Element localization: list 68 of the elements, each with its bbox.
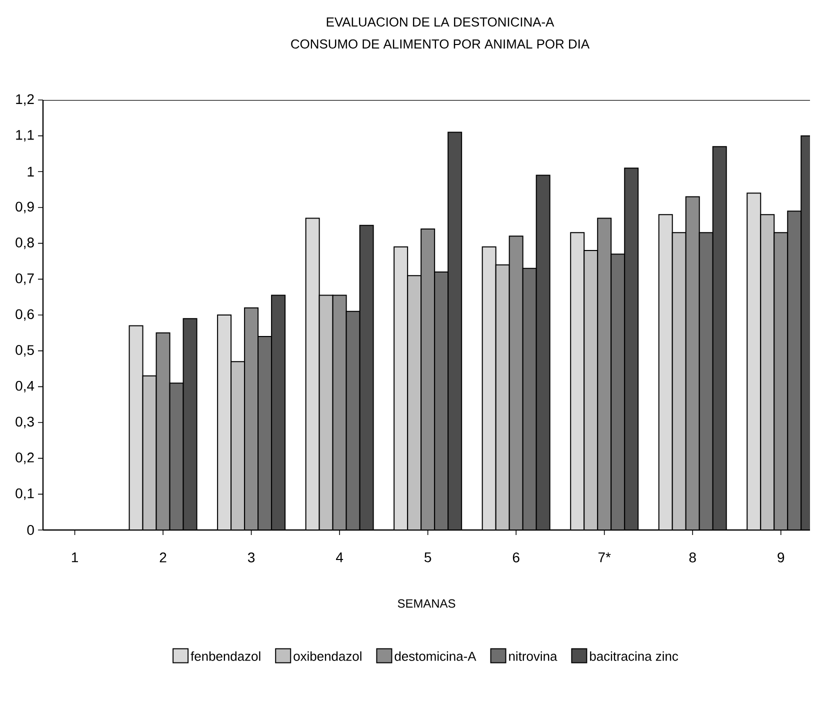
bar <box>448 132 462 530</box>
x-tick-label: 8 <box>689 552 696 562</box>
bar <box>536 174 550 530</box>
legend-label: bacitracina zinc <box>590 651 678 661</box>
x-tick-label: 7* <box>598 552 611 562</box>
y-tick-label: 0,9 <box>16 202 34 214</box>
y-tick-label: 0,1 <box>16 488 34 500</box>
y-tick-label: 0 <box>27 525 34 535</box>
y-tick-label: 0,6 <box>16 309 34 321</box>
y-tick-label: 1,2 <box>16 94 34 106</box>
bar <box>698 232 714 530</box>
bar <box>169 382 184 530</box>
y-tick-label: 1,1 <box>16 130 34 142</box>
bar <box>128 325 144 530</box>
bar <box>508 236 524 530</box>
x-axis-title: SEMANAS <box>398 599 456 608</box>
bar <box>597 218 612 530</box>
bar <box>746 192 762 530</box>
legend-label: fenbendazol <box>190 651 260 661</box>
bar <box>217 314 232 530</box>
bar <box>685 196 700 530</box>
bar <box>318 294 334 530</box>
x-tick-label: 4 <box>336 552 344 562</box>
bar <box>271 294 286 530</box>
bar <box>774 232 788 530</box>
y-tick-label: 0,7 <box>16 273 34 285</box>
x-tick-label: 3 <box>248 552 255 562</box>
bar <box>658 214 673 530</box>
x-tick-label: 2 <box>160 552 166 562</box>
bar <box>482 246 496 530</box>
bar <box>570 232 585 530</box>
y-tick-label: 0,3 <box>16 416 34 428</box>
bar <box>610 254 626 530</box>
bar <box>142 375 157 530</box>
y-tick-label: 0,8 <box>16 238 34 250</box>
y-tick-label: 0,2 <box>16 452 34 464</box>
bar <box>760 214 775 530</box>
bar <box>258 336 272 530</box>
bar <box>434 271 449 530</box>
legend-label: oxibendazol <box>294 651 362 661</box>
bar <box>394 246 408 530</box>
x-tick-label: 5 <box>424 552 432 562</box>
y-tick-label: 0,5 <box>16 345 34 357</box>
bar <box>672 232 686 530</box>
bar <box>407 275 422 530</box>
bar <box>230 361 246 530</box>
bar <box>522 268 537 530</box>
bar <box>305 218 320 530</box>
bar <box>495 264 510 530</box>
chart-title: EVALUACION DE LA DESTONICINA-A <box>326 17 554 27</box>
bar <box>346 310 360 530</box>
legend-label: nitrovina <box>509 651 558 661</box>
bar <box>182 318 198 530</box>
x-tick-label: 1 <box>72 552 78 562</box>
bar <box>584 250 598 530</box>
bar <box>244 307 259 530</box>
x-tick-label: 9 <box>778 552 784 562</box>
y-tick-label: 1 <box>28 166 34 176</box>
bar <box>712 146 727 530</box>
chart-subtitle: CONSUMO DE ALIMENTO POR ANIMAL POR DIA <box>291 39 590 49</box>
y-tick-label: 0,4 <box>16 380 34 392</box>
x-tick-label: 6 <box>512 552 520 562</box>
bar <box>359 224 374 530</box>
bar <box>332 294 347 530</box>
bar <box>420 228 436 530</box>
legend-label: destomicina-A <box>394 651 476 661</box>
bar <box>624 168 639 530</box>
bar <box>156 332 170 530</box>
